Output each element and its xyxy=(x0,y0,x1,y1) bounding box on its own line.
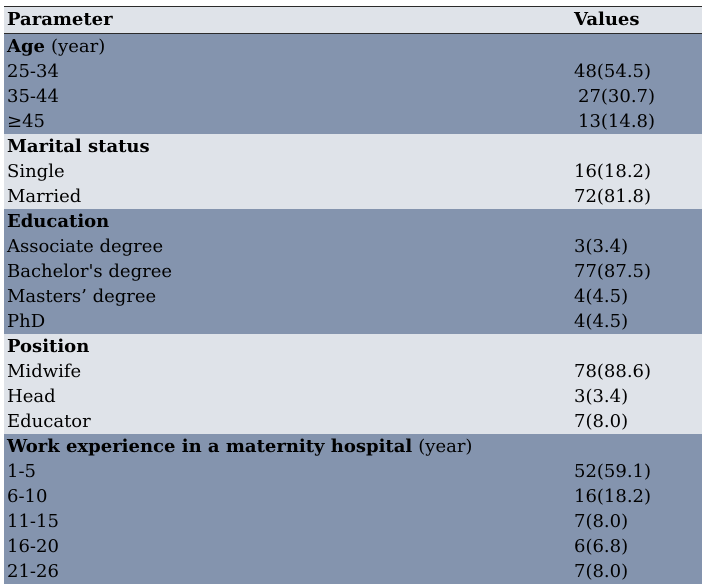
section-age-title: Age (year) xyxy=(4,34,702,59)
row-value: 27(30.7) xyxy=(578,86,656,107)
row-label: ≥45 xyxy=(7,111,45,132)
header-values: Values xyxy=(574,9,640,30)
row-value: 3(3.4) xyxy=(574,236,629,257)
table-row: Midwife 78(88.6) xyxy=(4,359,702,384)
table-row: 21-26 7(8.0) xyxy=(4,559,702,584)
row-label: 35-44 xyxy=(7,86,59,107)
row-label: Educator xyxy=(7,411,91,432)
section-title: Education xyxy=(7,211,110,232)
row-label: Married xyxy=(7,186,82,207)
row-value: 72(81.8) xyxy=(574,186,652,207)
row-value: 4(4.5) xyxy=(574,311,629,332)
demographics-table: Parameter Values Age (year) 25-34 48(54.5… xyxy=(4,6,702,584)
table-row: 35-44 27(30.7) xyxy=(4,84,702,109)
table-row: Associate degree 3(3.4) xyxy=(4,234,702,259)
row-value: 4(4.5) xyxy=(574,286,629,307)
row-value: 52(59.1) xyxy=(574,461,652,482)
row-value: 3(3.4) xyxy=(574,386,629,407)
row-value: 13(14.8) xyxy=(578,111,656,132)
row-label: 25-34 xyxy=(7,61,59,82)
row-value: 16(18.2) xyxy=(574,161,652,182)
header-parameter: Parameter xyxy=(7,9,113,30)
section-unit: (year) xyxy=(418,436,473,457)
table-row: 11-15 7(8.0) xyxy=(4,509,702,534)
row-value: 7(8.0) xyxy=(574,561,629,582)
section-unit: (year) xyxy=(51,36,106,57)
row-value: 7(8.0) xyxy=(574,511,629,532)
row-value: 16(18.2) xyxy=(574,486,652,507)
row-value: 48(54.5) xyxy=(574,61,652,82)
row-value: 7(8.0) xyxy=(574,411,629,432)
row-label: Midwife xyxy=(7,361,82,382)
section-education-title: Education xyxy=(4,209,702,234)
table-row: 16-20 6(6.8) xyxy=(4,534,702,559)
section-marital-status-title: Marital status xyxy=(4,134,702,159)
row-label: Single xyxy=(7,161,65,182)
row-label: Head xyxy=(7,386,56,407)
row-label: 1-5 xyxy=(7,461,36,482)
section-title: Age xyxy=(7,36,46,57)
row-value: 78(88.6) xyxy=(574,361,652,382)
section-title: Work experience in a maternity hospital xyxy=(7,436,413,457)
table-row: Bachelor's degree 77(87.5) xyxy=(4,259,702,284)
row-value: 6(6.8) xyxy=(574,536,629,557)
section-title: Marital status xyxy=(7,136,150,157)
table-row: Single 16(18.2) xyxy=(4,159,702,184)
table-row: PhD 4(4.5) xyxy=(4,309,702,334)
section-title: Position xyxy=(7,336,90,357)
table-header-row: Parameter Values xyxy=(4,7,702,34)
row-label: 11-15 xyxy=(7,511,59,532)
row-value: 77(87.5) xyxy=(574,261,652,282)
table-row: 25-34 48(54.5) xyxy=(4,59,702,84)
row-label: Masters’ degree xyxy=(7,286,157,307)
table-row: 6-10 16(18.2) xyxy=(4,484,702,509)
table-row: Married 72(81.8) xyxy=(4,184,702,209)
table-row: Educator 7(8.0) xyxy=(4,409,702,434)
table-row: 1-5 52(59.1) xyxy=(4,459,702,484)
section-work-experience-title: Work experience in a maternity hospital(… xyxy=(4,434,702,459)
row-label: Bachelor's degree xyxy=(7,261,172,282)
table-row: ≥45 13(14.8) xyxy=(4,109,702,134)
row-label: PhD xyxy=(7,311,46,332)
row-label: 6-10 xyxy=(7,486,48,507)
row-label: Associate degree xyxy=(7,236,164,257)
section-position-title: Position xyxy=(4,334,702,359)
row-label: 21-26 xyxy=(7,561,59,582)
table-row: Masters’ degree 4(4.5) xyxy=(4,284,702,309)
table-row: Head 3(3.4) xyxy=(4,384,702,409)
row-label: 16-20 xyxy=(7,536,59,557)
